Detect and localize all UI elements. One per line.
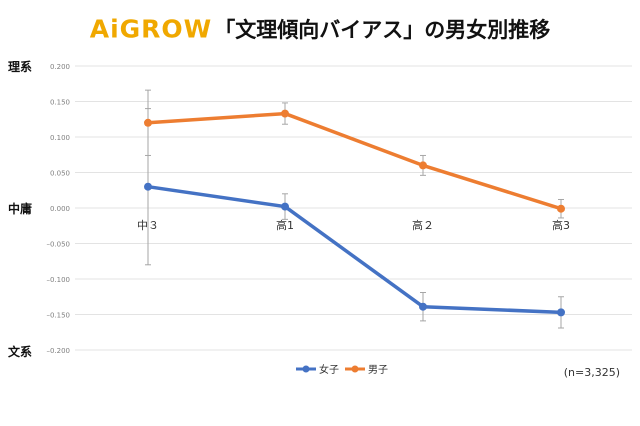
male-series-point: [144, 118, 152, 127]
female-series-point: [281, 202, 289, 211]
female-series-point: [419, 302, 427, 311]
side-label-humanities: 文系: [8, 345, 33, 359]
male-series-point: [557, 204, 565, 213]
logo-grow: GROW: [119, 14, 213, 44]
male-series-line: [147, 111, 562, 211]
chart-header: AiGROW「文理傾向バイアス」の男女別推移: [0, 14, 640, 44]
female-series-point: [557, 308, 565, 317]
logo-letter-a: A: [89, 14, 111, 44]
y-tick-label: 0.200: [50, 63, 70, 71]
legend-swatch-marker: [302, 365, 310, 373]
y-tick-label: 0.150: [50, 99, 70, 107]
y-tick-label: –0.050: [46, 241, 70, 249]
side-label-neutral: 中庸: [8, 202, 33, 216]
logo-letter-i: i: [110, 14, 120, 44]
side-label-science: 理系: [8, 60, 33, 74]
y-tick-label: 0.100: [50, 134, 70, 142]
y-tick-label: –0.150: [46, 312, 70, 320]
legend-label: 男子: [368, 364, 388, 376]
y-tick-label: 0.000: [50, 205, 70, 213]
x-tick-label: 高1: [276, 218, 294, 232]
female-series-point: [144, 182, 152, 191]
male-series-point: [419, 161, 427, 170]
chart-title: 「文理傾向バイアス」の男女別推移: [214, 18, 551, 42]
y-tick-label: 0.050: [50, 170, 70, 178]
x-tick-label: 高２: [412, 218, 434, 232]
female-series-line: [147, 184, 562, 315]
legend-label: 女子: [319, 363, 339, 376]
y-tick-label: –0.100: [46, 276, 70, 284]
sample-size-note: (n=3,325): [563, 366, 620, 379]
aigrow-logo: AiGROW: [90, 15, 213, 44]
legend-swatch-marker: [351, 365, 359, 373]
y-tick-label: –0.200: [46, 347, 70, 355]
male-series-point: [281, 109, 289, 118]
x-tick-label: 高3: [552, 218, 570, 232]
